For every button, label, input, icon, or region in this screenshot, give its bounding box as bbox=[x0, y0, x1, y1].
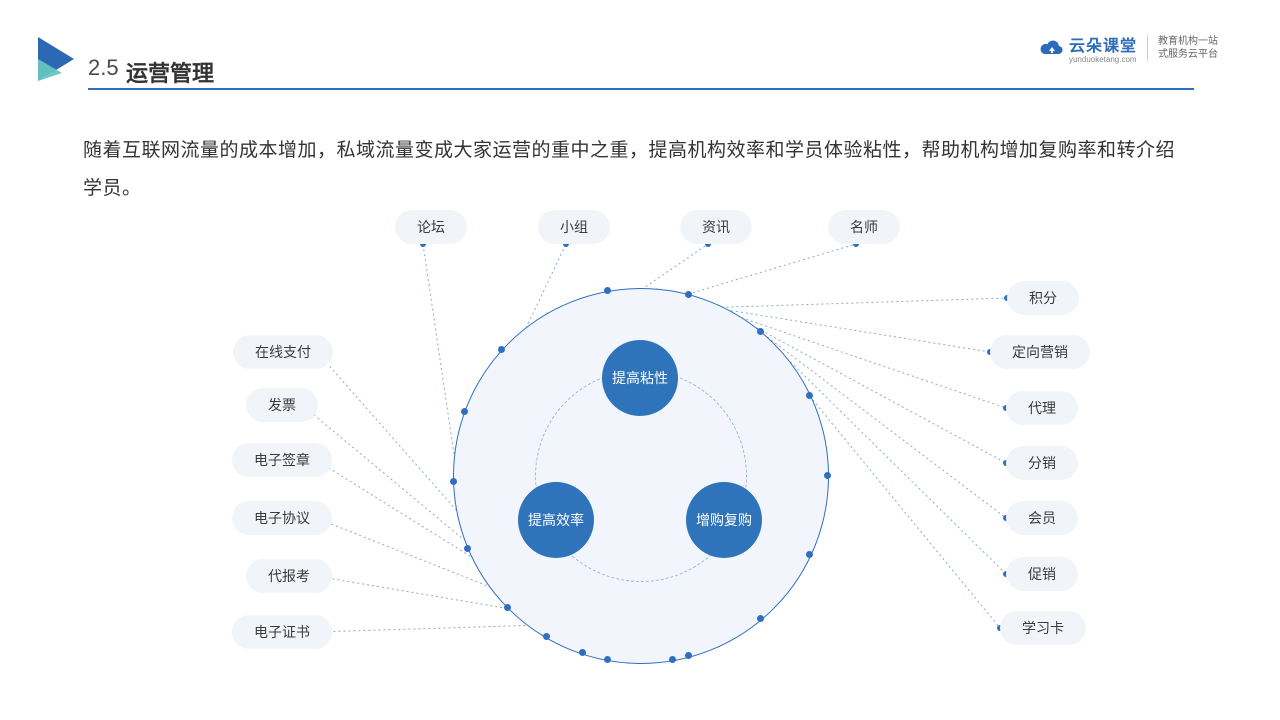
pill-agent: 代理 bbox=[1006, 391, 1078, 425]
perimeter-dot bbox=[685, 291, 692, 298]
perimeter-dot bbox=[604, 656, 611, 663]
pill-forum: 论坛 bbox=[395, 210, 467, 244]
pill-pay: 在线支付 bbox=[233, 335, 333, 369]
operations-diagram: 提高粘性提高效率 增购复购 论坛 小组 资讯 名师在线支付发票电子签章电子协议代报考电子证… bbox=[0, 0, 1280, 720]
pill-eagree: 电子协议 bbox=[232, 501, 332, 535]
hub-stick: 提高粘性 bbox=[602, 340, 678, 416]
perimeter-dot bbox=[806, 551, 813, 558]
pill-group: 小组 bbox=[538, 210, 610, 244]
perimeter-dot bbox=[757, 328, 764, 335]
perimeter-dot bbox=[461, 408, 468, 415]
perimeter-dot bbox=[824, 472, 831, 479]
pill-news: 资讯 bbox=[680, 210, 752, 244]
pill-target: 定向营销 bbox=[990, 335, 1090, 369]
pill-exam: 代报考 bbox=[246, 559, 332, 593]
pill-esign: 电子签章 bbox=[232, 443, 332, 477]
pill-promo: 促销 bbox=[1006, 557, 1078, 591]
pill-cert: 电子证书 bbox=[232, 615, 332, 649]
perimeter-dot bbox=[669, 656, 676, 663]
perimeter-dot bbox=[464, 545, 471, 552]
pill-invoice: 发票 bbox=[246, 388, 318, 422]
perimeter-dot bbox=[504, 604, 511, 611]
pill-dist: 分销 bbox=[1006, 446, 1078, 480]
pill-points: 积分 bbox=[1007, 281, 1079, 315]
hub-eff: 提高效率 bbox=[518, 482, 594, 558]
pill-teacher: 名师 bbox=[828, 210, 900, 244]
hub-repur: 增购复购 bbox=[686, 482, 762, 558]
pill-card: 学习卡 bbox=[1000, 611, 1086, 645]
pill-member: 会员 bbox=[1006, 501, 1078, 535]
perimeter-dot bbox=[757, 615, 764, 622]
perimeter-dot bbox=[685, 652, 692, 659]
perimeter-dot bbox=[450, 478, 457, 485]
perimeter-dot bbox=[498, 346, 505, 353]
